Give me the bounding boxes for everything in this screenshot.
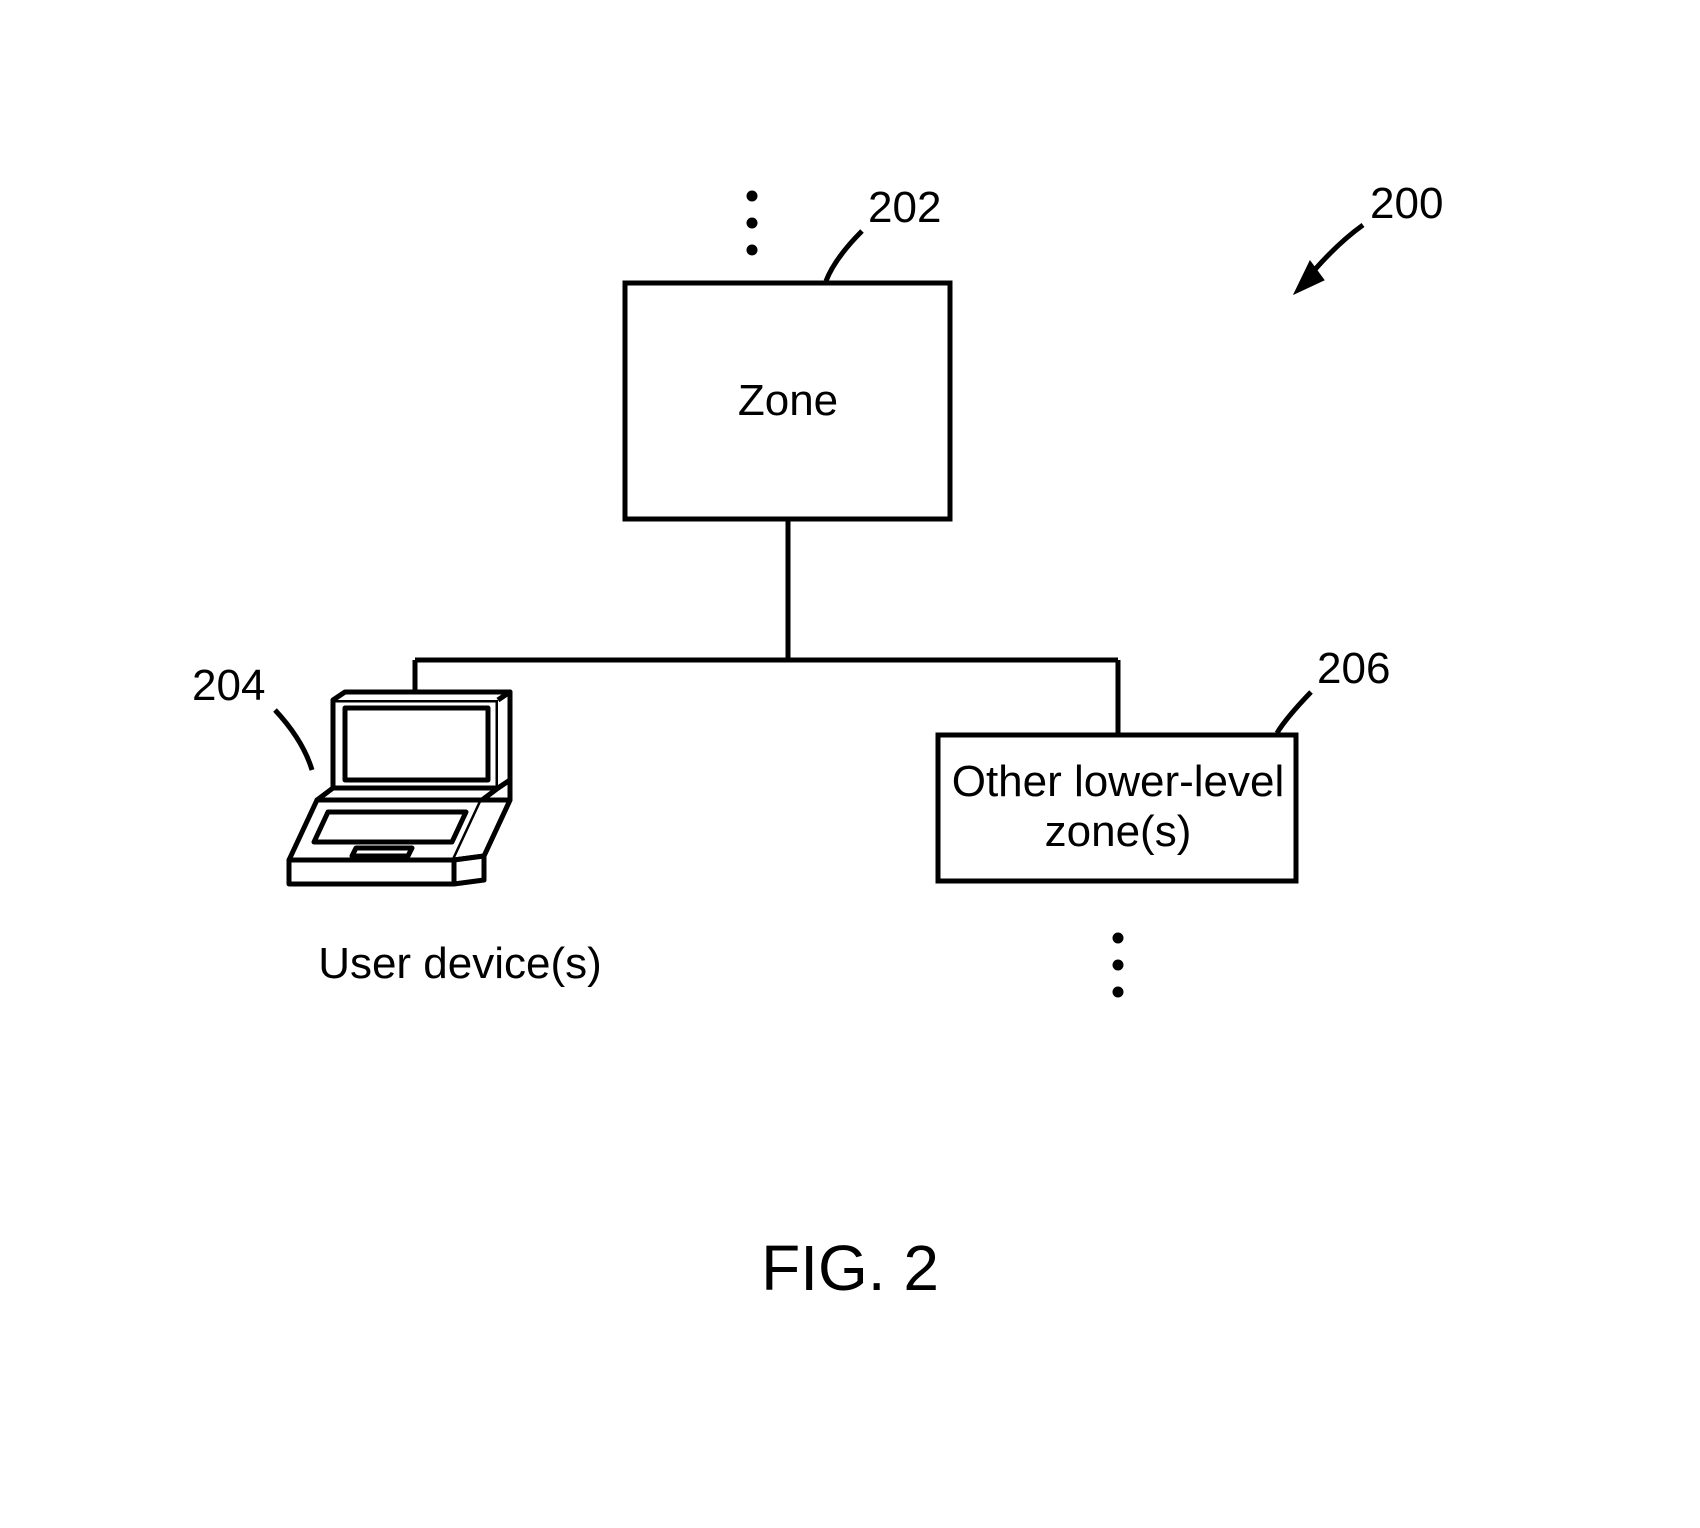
laptop-part: [314, 812, 466, 842]
laptop-part: [345, 708, 488, 780]
ref-other_zones: 206: [1317, 644, 1390, 693]
ref-leader-other_zones: [1277, 692, 1311, 733]
laptop-icon: [289, 692, 510, 884]
figure-caption: FIG. 2: [761, 1232, 939, 1304]
ellipsis-below-other_zones: [1113, 960, 1124, 971]
laptop-part: [352, 848, 412, 856]
laptop-part: [289, 860, 454, 884]
ellipsis-below-other_zones: [1113, 987, 1124, 998]
ref-zone: 202: [868, 183, 941, 232]
patent-diagram: [275, 191, 1363, 998]
node-label-other_zones: zone(s): [1045, 807, 1192, 856]
node-label-zone: Zone: [738, 376, 838, 425]
ref-leader-zone: [826, 231, 862, 281]
node-label-other_zones: Other lower-level: [952, 757, 1285, 806]
laptop-part: [333, 692, 510, 700]
figure-ref: 200: [1370, 179, 1443, 228]
ellipsis-below-other_zones: [1113, 933, 1124, 944]
ellipsis-above-zone: [747, 245, 758, 256]
laptop-part: [498, 692, 510, 788]
ref-leader-user_device: [275, 710, 312, 770]
ellipsis-above-zone: [747, 218, 758, 229]
ellipsis-above-zone: [747, 191, 758, 202]
node-label-user_device: User device(s): [318, 939, 602, 988]
ref-user_device: 204: [192, 661, 265, 710]
laptop-part: [454, 856, 484, 884]
